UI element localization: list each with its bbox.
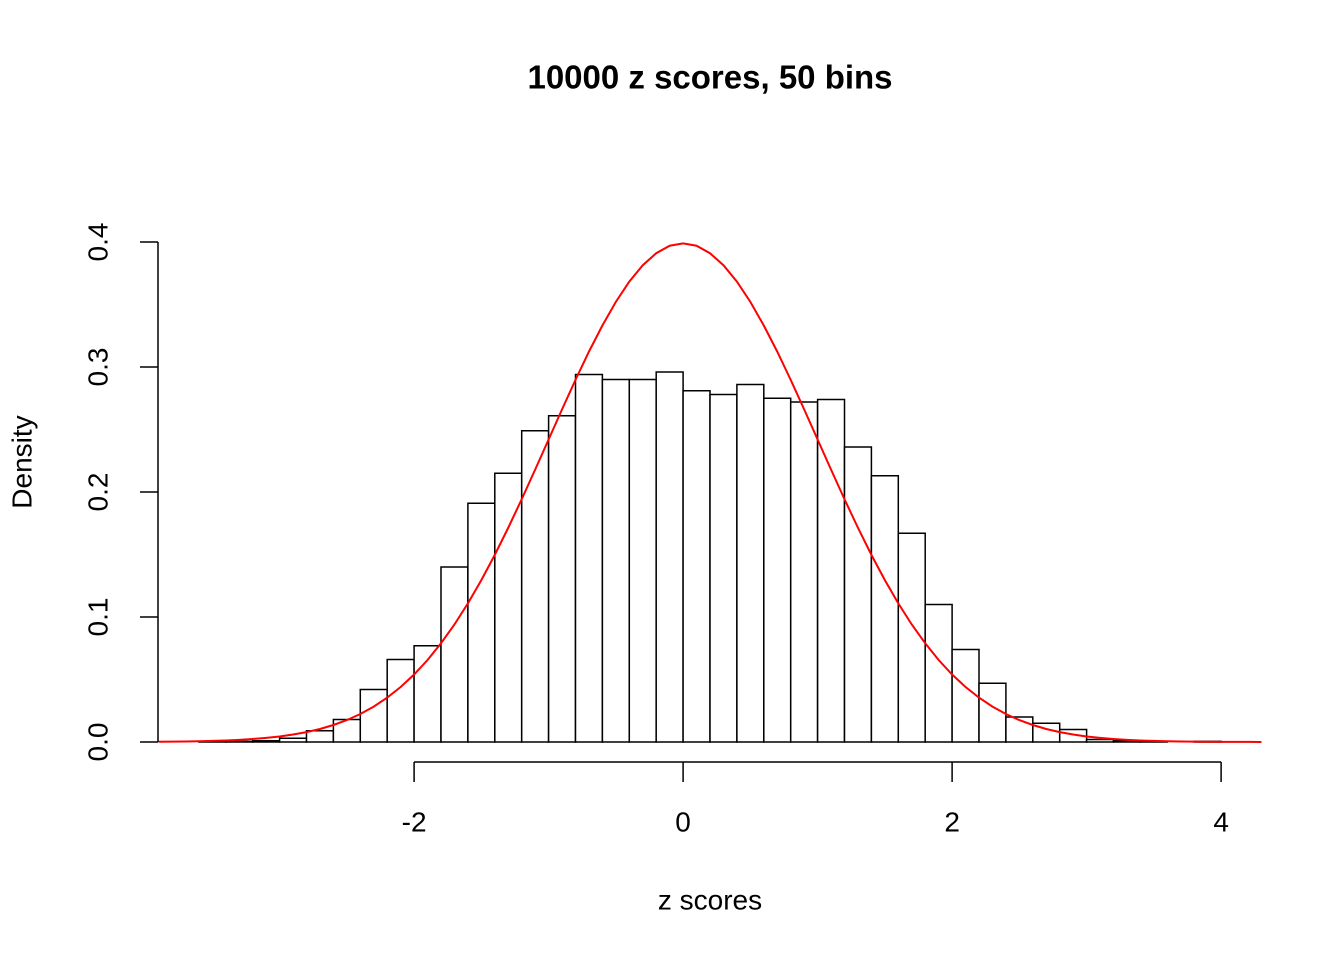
bar <box>467 502 496 743</box>
bar <box>225 740 254 743</box>
bar <box>843 446 873 743</box>
x-tick-label: 4 <box>1213 806 1229 837</box>
density-curve <box>158 242 1262 743</box>
y-axis-label: Density <box>6 415 37 508</box>
bar <box>278 737 308 743</box>
bar <box>789 401 819 743</box>
y-tick-label: 0.1 <box>82 598 113 637</box>
bar <box>628 378 657 743</box>
y-tick-label: 0.4 <box>82 223 113 262</box>
bar <box>682 390 711 743</box>
x-tick-label: 2 <box>944 806 960 837</box>
bar <box>305 730 335 743</box>
bar <box>709 393 738 743</box>
chart-title: 10000 z scores, 50 bins <box>527 59 892 96</box>
bar <box>251 740 281 743</box>
bar <box>494 472 523 743</box>
bar <box>655 371 684 743</box>
bar <box>601 378 631 743</box>
y-tick-label: 0.0 <box>82 723 113 762</box>
bar <box>1085 738 1115 743</box>
bar <box>386 658 415 743</box>
bar <box>547 415 577 743</box>
bar <box>413 645 442 743</box>
bar <box>736 383 765 743</box>
bar <box>763 397 792 743</box>
bar <box>574 373 604 743</box>
bar <box>520 430 550 743</box>
bar <box>924 603 953 743</box>
x-axis-label: z scores <box>658 884 762 915</box>
y-tick-label: 0.3 <box>82 348 113 387</box>
bar <box>870 475 900 743</box>
bar <box>359 688 388 743</box>
bar <box>440 566 469 743</box>
x-tick-label: -2 <box>402 806 427 837</box>
y-tick-label: 0.2 <box>82 473 113 512</box>
bar <box>951 648 980 743</box>
x-tick-label: 0 <box>675 806 691 837</box>
